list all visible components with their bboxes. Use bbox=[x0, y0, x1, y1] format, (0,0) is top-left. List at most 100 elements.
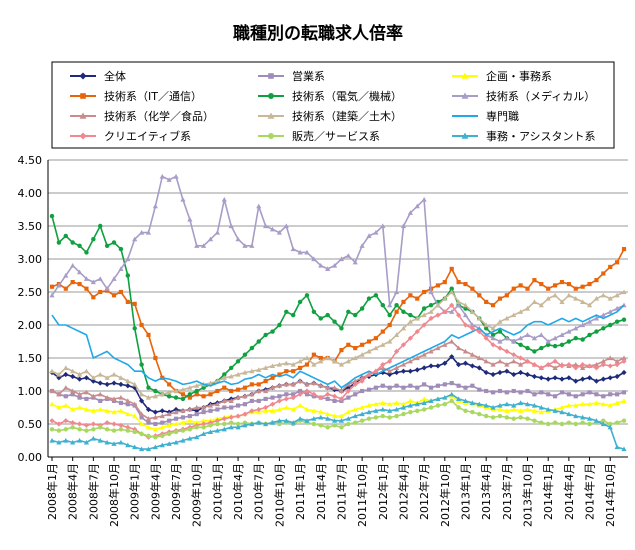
data-point bbox=[463, 385, 468, 390]
data-point bbox=[118, 422, 124, 428]
data-point bbox=[408, 383, 413, 388]
data-point bbox=[525, 286, 530, 291]
data-point bbox=[104, 381, 110, 387]
data-point bbox=[518, 390, 523, 395]
data-point bbox=[173, 409, 179, 415]
data-point bbox=[297, 402, 303, 408]
data-point bbox=[586, 319, 593, 324]
data-point bbox=[90, 375, 96, 380]
data-point bbox=[63, 286, 68, 291]
data-point bbox=[353, 312, 358, 318]
data-point bbox=[401, 309, 406, 315]
data-point bbox=[338, 388, 345, 394]
data-point bbox=[449, 391, 455, 397]
data-point bbox=[476, 365, 482, 371]
x-tick-label: 2011年10月 bbox=[355, 463, 369, 527]
data-point bbox=[187, 395, 192, 400]
data-point bbox=[298, 365, 303, 370]
data-point bbox=[290, 406, 296, 412]
y-tick-label: 1.00 bbox=[18, 385, 43, 398]
data-point bbox=[490, 371, 496, 378]
data-point bbox=[463, 408, 468, 414]
data-point bbox=[83, 406, 90, 412]
data-point bbox=[469, 352, 475, 357]
x-tick-label: 2011年1月 bbox=[293, 463, 307, 520]
data-point bbox=[546, 392, 551, 397]
data-point bbox=[332, 423, 337, 428]
data-point bbox=[159, 424, 165, 430]
data-point bbox=[325, 425, 330, 430]
data-point bbox=[63, 385, 69, 390]
data-point bbox=[297, 299, 303, 305]
data-point bbox=[138, 230, 145, 235]
data-point bbox=[76, 371, 83, 377]
data-point bbox=[263, 332, 268, 338]
data-point bbox=[600, 292, 606, 298]
data-point bbox=[98, 425, 103, 430]
data-point bbox=[228, 373, 234, 379]
data-point bbox=[269, 363, 276, 368]
data-point bbox=[338, 413, 345, 419]
data-point bbox=[511, 388, 516, 394]
data-point bbox=[104, 427, 110, 432]
data-point bbox=[373, 336, 378, 341]
data-point bbox=[477, 387, 482, 392]
data-point bbox=[207, 429, 214, 434]
data-point bbox=[469, 322, 475, 328]
data-point bbox=[469, 363, 475, 369]
x-tick-label: 2008年1月 bbox=[45, 463, 59, 520]
data-point bbox=[228, 424, 234, 430]
data-point bbox=[201, 431, 207, 436]
y-tick-label: 1.50 bbox=[18, 352, 43, 365]
data-point bbox=[615, 392, 620, 397]
data-point bbox=[614, 305, 620, 311]
data-point bbox=[283, 418, 289, 423]
data-point bbox=[421, 306, 427, 311]
data-point bbox=[456, 280, 461, 285]
data-point bbox=[380, 406, 386, 412]
data-point bbox=[580, 299, 586, 304]
data-point bbox=[263, 379, 268, 384]
data-point bbox=[83, 422, 90, 428]
data-point bbox=[173, 429, 179, 435]
data-point bbox=[263, 421, 269, 427]
data-point bbox=[125, 256, 131, 262]
data-point bbox=[70, 420, 76, 426]
data-point bbox=[352, 259, 358, 265]
data-point bbox=[380, 383, 385, 388]
data-point bbox=[359, 411, 365, 417]
x-tick-label: 2013年7月 bbox=[500, 463, 514, 520]
legend-swatch-marker bbox=[268, 73, 274, 79]
data-point bbox=[400, 223, 407, 229]
data-point bbox=[49, 284, 55, 289]
data-point bbox=[325, 266, 331, 271]
data-point bbox=[229, 405, 234, 410]
data-point bbox=[407, 398, 413, 403]
data-point bbox=[283, 360, 289, 366]
data-point bbox=[400, 401, 407, 407]
data-point bbox=[586, 416, 593, 421]
data-point bbox=[497, 406, 503, 412]
data-point bbox=[566, 402, 572, 408]
data-point bbox=[483, 413, 489, 419]
data-point bbox=[525, 345, 530, 351]
data-point bbox=[387, 385, 392, 390]
data-point bbox=[63, 402, 69, 408]
data-point bbox=[173, 388, 179, 394]
data-point bbox=[545, 342, 551, 348]
legend-swatch-marker bbox=[461, 72, 469, 79]
data-point bbox=[70, 392, 75, 397]
data-point bbox=[387, 322, 392, 328]
y-tick-label: 3.00 bbox=[18, 253, 43, 266]
data-point bbox=[111, 396, 117, 401]
data-point bbox=[580, 284, 585, 289]
data-point bbox=[593, 362, 600, 367]
data-point bbox=[511, 338, 517, 344]
data-point bbox=[145, 406, 152, 413]
legend-item: 事務・アシスタント系 bbox=[452, 129, 596, 143]
legend-item: 技術系（電気／機械） bbox=[258, 89, 402, 103]
data-point bbox=[580, 365, 586, 370]
data-point bbox=[621, 289, 627, 295]
data-point bbox=[338, 396, 345, 402]
